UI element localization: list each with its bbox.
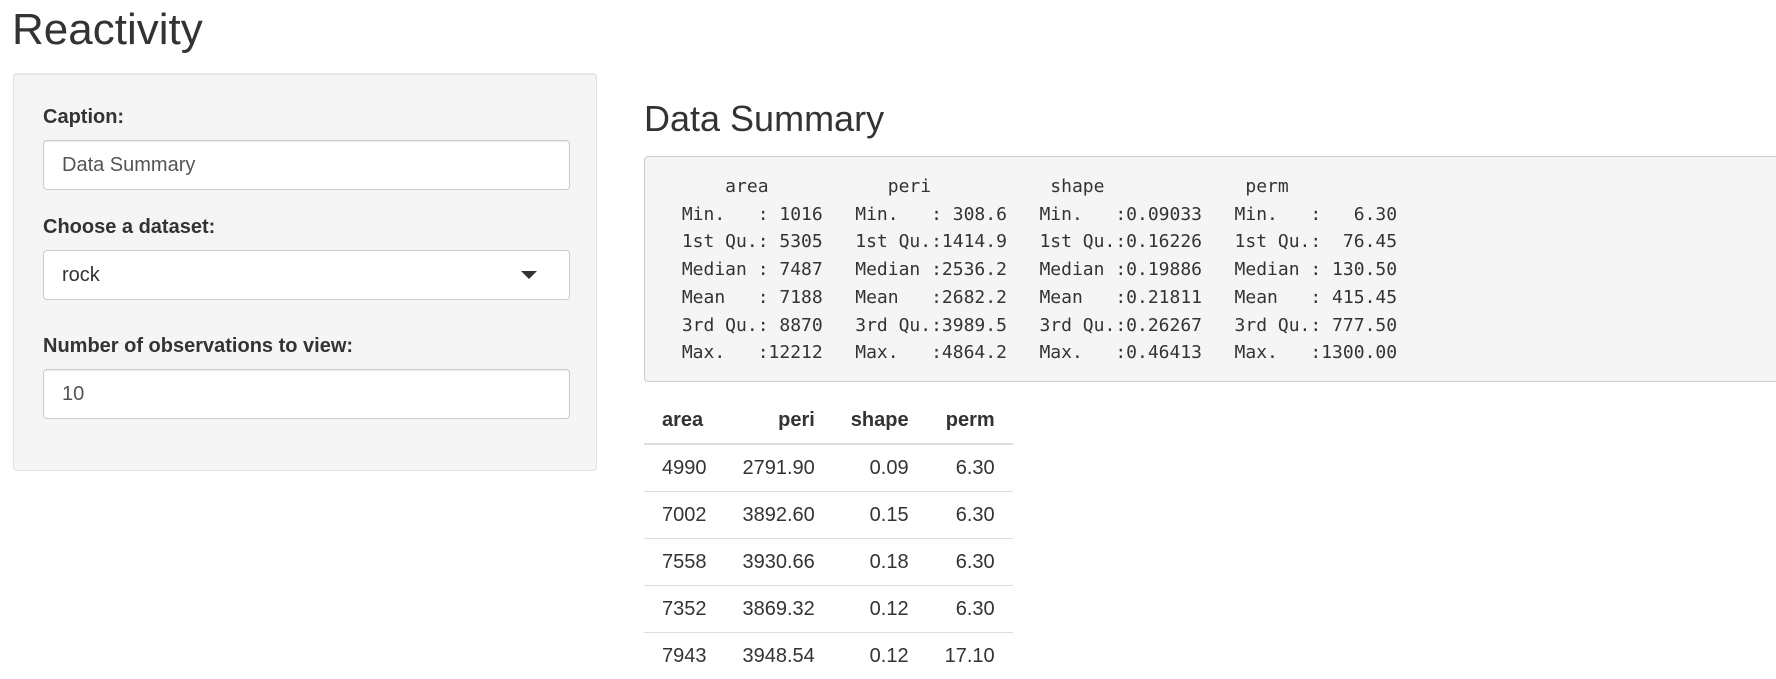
column-header-shape: shape bbox=[833, 397, 927, 444]
dataset-selected-value: rock bbox=[62, 264, 521, 287]
cell-shape: 0.12 bbox=[833, 633, 927, 679]
table-row: 7558 3930.66 0.18 6.30 bbox=[644, 539, 1013, 586]
caret-down-icon[interactable] bbox=[521, 271, 537, 279]
cell-peri: 3892.60 bbox=[725, 492, 833, 539]
caption-input[interactable] bbox=[43, 140, 570, 190]
cell-area: 7002 bbox=[644, 492, 725, 539]
table-row: 4990 2791.90 0.09 6.30 bbox=[644, 444, 1013, 492]
cell-peri: 2791.90 bbox=[725, 444, 833, 492]
cell-peri: 3930.66 bbox=[725, 539, 833, 586]
column-header-peri: peri bbox=[725, 397, 833, 444]
dataset-label: Choose a dataset: bbox=[43, 216, 215, 239]
table-row: 7943 3948.54 0.12 17.10 bbox=[644, 633, 1013, 679]
cell-area: 7558 bbox=[644, 539, 725, 586]
obs-label: Number of observations to view: bbox=[43, 335, 353, 358]
cell-area: 7943 bbox=[644, 633, 725, 679]
cell-perm: 6.30 bbox=[927, 492, 1013, 539]
cell-area: 4990 bbox=[644, 444, 725, 492]
cell-peri: 3869.32 bbox=[725, 586, 833, 633]
data-table: area peri shape perm 4990 2791.90 0.09 6… bbox=[644, 397, 1013, 679]
cell-shape: 0.18 bbox=[833, 539, 927, 586]
output-caption: Data Summary bbox=[644, 98, 884, 140]
page-title: Reactivity bbox=[12, 6, 203, 54]
table-header-row: area peri shape perm bbox=[644, 397, 1013, 444]
cell-shape: 0.12 bbox=[833, 586, 927, 633]
summary-output: area peri shape perm Min. : 1016 Min. : … bbox=[644, 156, 1776, 382]
sidebar-panel: Caption: Choose a dataset: rock Number o… bbox=[13, 73, 597, 471]
column-header-area: area bbox=[644, 397, 725, 444]
cell-perm: 17.10 bbox=[927, 633, 1013, 679]
table-row: 7002 3892.60 0.15 6.30 bbox=[644, 492, 1013, 539]
cell-area: 7352 bbox=[644, 586, 725, 633]
table-row: 7352 3869.32 0.12 6.30 bbox=[644, 586, 1013, 633]
caption-label: Caption: bbox=[43, 106, 124, 129]
cell-perm: 6.30 bbox=[927, 539, 1013, 586]
dataset-select[interactable]: rock bbox=[43, 250, 570, 300]
column-header-perm: perm bbox=[927, 397, 1013, 444]
cell-shape: 0.09 bbox=[833, 444, 927, 492]
cell-perm: 6.30 bbox=[927, 586, 1013, 633]
cell-perm: 6.30 bbox=[927, 444, 1013, 492]
cell-shape: 0.15 bbox=[833, 492, 927, 539]
obs-input[interactable] bbox=[43, 369, 570, 419]
cell-peri: 3948.54 bbox=[725, 633, 833, 679]
